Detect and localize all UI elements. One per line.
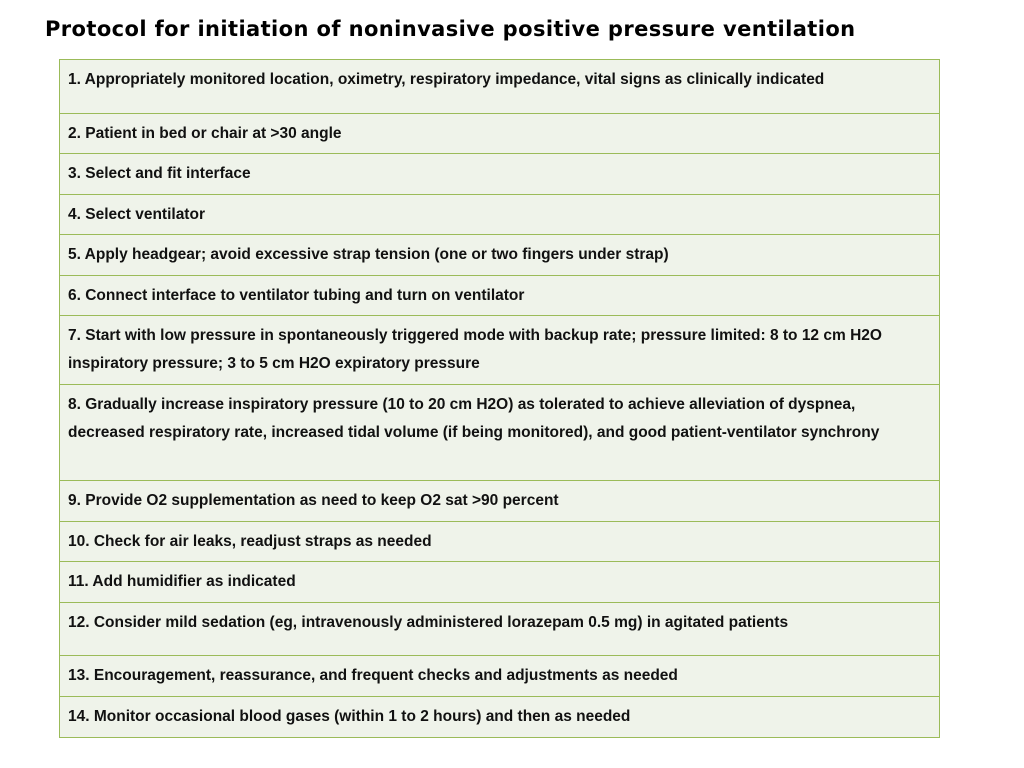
step-cell: 5. Apply headgear; avoid excessive strap… [59, 234, 940, 276]
step-text: 12. Consider mild sedation (eg, intraven… [68, 614, 789, 631]
table-row: 4. Select ventilator [59, 194, 940, 235]
step-cell: 6. Connect interface to ventilator tubin… [59, 275, 940, 316]
table-row: 12. Consider mild sedation (eg, intraven… [59, 602, 940, 656]
step-text: 11. Add humidifier as indicated [68, 573, 296, 590]
table-row: 13. Encouragement, reassurance, and freq… [59, 655, 940, 697]
step-cell: 1. Appropriately monitored location, oxi… [59, 59, 940, 114]
step-cell: 2. Patient in bed or chair at >30 angle [59, 113, 940, 154]
step-text: 10. Check for air leaks, readjust straps… [68, 533, 432, 550]
table-row: 8. Gradually increase inspiratory pressu… [59, 384, 940, 481]
table-row: 1. Appropriately monitored location, oxi… [59, 59, 940, 114]
step-text: 4. Select ventilator [68, 206, 205, 223]
step-cell: 4. Select ventilator [59, 194, 940, 235]
step-text: 6. Connect interface to ventilator tubin… [68, 287, 525, 304]
table-row: 2. Patient in bed or chair at >30 angle [59, 113, 940, 154]
table-row: 14. Monitor occasional blood gases (with… [59, 696, 940, 738]
step-cell: 12. Consider mild sedation (eg, intraven… [59, 602, 940, 656]
table-row: 11. Add humidifier as indicated [59, 561, 940, 603]
table-row: 5. Apply headgear; avoid excessive strap… [59, 234, 940, 276]
step-cell: 13. Encouragement, reassurance, and freq… [59, 655, 940, 697]
table-row: 7. Start with low pressure in spontaneou… [59, 315, 940, 385]
table-row: 3. Select and fit interface [59, 153, 940, 195]
step-cell: 9. Provide O2 supplementation as need to… [59, 480, 940, 522]
step-text: 1. Appropriately monitored location, oxi… [68, 71, 825, 88]
step-text: 2. Patient in bed or chair at >30 angle [68, 125, 342, 142]
table-row: 6. Connect interface to ventilator tubin… [59, 275, 940, 316]
step-cell: 10. Check for air leaks, readjust straps… [59, 521, 940, 562]
table-row: 10. Check for air leaks, readjust straps… [59, 521, 940, 562]
step-text: 13. Encouragement, reassurance, and freq… [68, 667, 678, 684]
slide-title: Protocol for initiation of noninvasive p… [45, 17, 856, 41]
step-cell: 8. Gradually increase inspiratory pressu… [59, 384, 940, 481]
step-text: 8. Gradually increase inspiratory pressu… [68, 396, 880, 441]
step-text: 14. Monitor occasional blood gases (with… [68, 708, 631, 725]
step-cell: 11. Add humidifier as indicated [59, 561, 940, 603]
table-row: 9. Provide O2 supplementation as need to… [59, 480, 940, 522]
step-cell: 3. Select and fit interface [59, 153, 940, 195]
step-text: 9. Provide O2 supplementation as need to… [68, 492, 559, 509]
step-text: 3. Select and fit interface [68, 165, 251, 182]
step-text: 7. Start with low pressure in spontaneou… [68, 327, 882, 372]
protocol-table: 1. Appropriately monitored location, oxi… [59, 59, 940, 738]
step-cell: 14. Monitor occasional blood gases (with… [59, 696, 940, 738]
step-text: 5. Apply headgear; avoid excessive strap… [68, 246, 669, 263]
step-cell: 7. Start with low pressure in spontaneou… [59, 315, 940, 385]
